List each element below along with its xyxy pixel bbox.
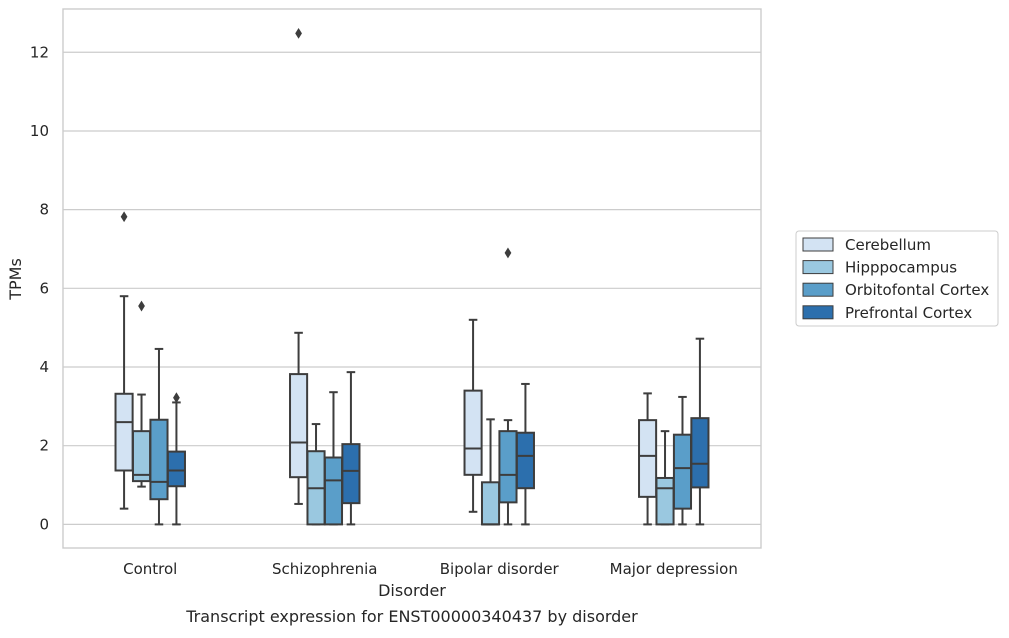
legend-swatch [802,237,834,252]
iqr-box [672,433,693,510]
legend-items: Cerebellum Hipppocampus Orbitofontal Corte… [802,236,989,322]
box-group [341,371,361,526]
legend-label: Hipppocampus [845,259,957,277]
legend-swatch [802,305,834,320]
iqr-box [341,443,361,505]
box-group [131,300,152,488]
y-tick-label: 0 [39,515,49,533]
x-axis-title: Disorder [378,581,446,600]
legend: Cerebellum Hipppocampus Orbitofontal Corte… [795,230,999,327]
box-group [149,347,169,526]
box-layer [114,27,710,526]
box-group [289,27,309,505]
y-tick-labels: 0 2 4 6 8 10 12 [30,43,49,533]
legend-label: Prefrontal Cortex [845,304,972,322]
iqr-box [463,389,483,476]
box-group [690,337,710,526]
legend-item: Prefrontal Cortex [802,304,972,322]
legend-swatch [802,260,834,275]
box-group [114,211,134,510]
box-group [480,418,501,526]
y-tick-label: 4 [39,358,49,376]
legend-item: Hipppocampus [802,259,957,277]
y-axis-title: TPMs [6,258,25,301]
iqr-box [480,481,501,526]
legend-frame [795,230,999,327]
iqr-box [498,430,518,504]
outlier-point [504,247,512,259]
y-tick-label: 10 [30,122,49,140]
box-group [498,247,518,526]
outlier-point [138,300,145,312]
legend-swatch [802,282,834,297]
iqr-box [149,418,169,501]
outlier-point [120,211,128,223]
box-group [463,318,483,513]
iqr-box [690,417,710,489]
x-tick-label: Bipolar disorder [440,560,560,578]
x-tick-label: Major depression [610,560,738,578]
iqr-box [655,476,675,526]
legend-item: Cerebellum [802,236,931,254]
outlier-point [295,27,302,39]
box-group [655,430,675,526]
box-group [638,392,658,526]
plot-frame [62,8,762,549]
legend-label: Cerebellum [845,236,931,254]
iqr-box [131,430,152,483]
iqr-box [638,419,658,498]
figure-caption: Transcript expression for ENST0000034043… [185,607,638,626]
outlier-point [173,392,180,404]
iqr-box [289,373,309,479]
y-tick-label: 12 [30,43,49,61]
x-tick-label: Schizophrenia [272,560,377,578]
iqr-box [114,392,134,472]
y-tick-label: 6 [39,279,49,297]
x-tick-labels: Control Schizophrenia Bipolar disorder Majo… [123,560,738,578]
box-group [323,391,344,526]
y-tick-label: 8 [39,201,49,219]
iqr-box [323,456,344,526]
iqr-box [515,431,535,490]
y-tick-label: 2 [39,437,49,455]
box-group [166,392,186,526]
legend-label: Orbitofontal Cortex [845,281,989,299]
box-group [515,382,535,526]
x-tick-label: Control [123,560,177,578]
iqr-box [166,450,186,488]
legend-item: Orbitofontal Cortex [802,281,989,299]
